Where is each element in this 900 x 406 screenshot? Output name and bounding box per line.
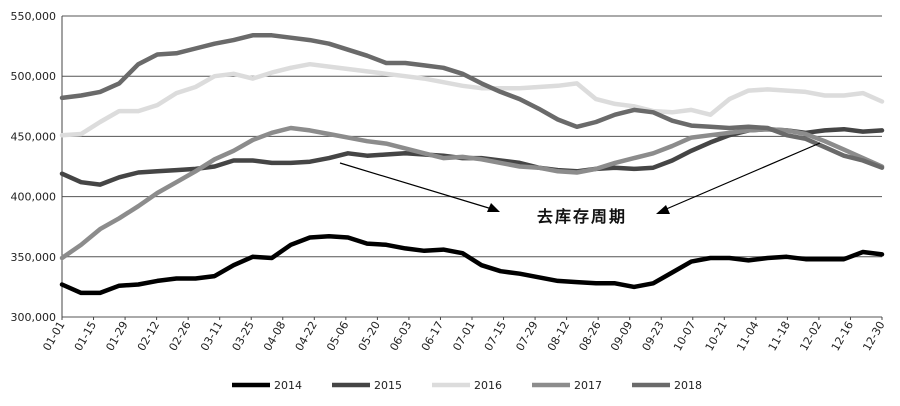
x-tick-label: 08-26 <box>577 319 604 353</box>
x-tick-label: 11-18 <box>766 319 793 353</box>
x-tick-label: 08-12 <box>545 319 572 353</box>
x-tick-label: 01-01 <box>40 319 67 353</box>
x-tick-label: 05-06 <box>324 319 351 353</box>
x-tick-label: 09-23 <box>640 319 667 353</box>
x-tick-label: 04-22 <box>293 319 320 353</box>
legend-label-2017: 2017 <box>574 379 602 392</box>
y-tick-label: 300,000 <box>11 311 57 324</box>
y-tick-label: 350,000 <box>11 251 57 264</box>
x-tick-label: 03-25 <box>230 319 257 353</box>
y-tick-label: 400,000 <box>11 191 57 204</box>
x-tick-label: 12-30 <box>860 319 887 353</box>
x-tick-label: 04-08 <box>261 319 288 353</box>
annotation-label: 去库存周期 <box>537 207 627 226</box>
x-tick-label: 12-02 <box>797 319 824 353</box>
x-tick-label: 07-15 <box>482 319 509 353</box>
series-line-2017 <box>59 125 885 261</box>
legend-label-2014: 2014 <box>274 379 302 392</box>
x-tick-label: 12-16 <box>829 319 856 353</box>
annotation-arrowhead-left <box>487 203 500 212</box>
legend-label-2018: 2018 <box>674 379 702 392</box>
x-tick-label: 09-09 <box>608 319 635 353</box>
legend: 2014 2015 2016 2017 2018 <box>232 379 702 392</box>
x-tick-label: 06-03 <box>387 319 414 353</box>
x-tick-label: 01-29 <box>103 319 130 353</box>
x-tick-label: 10-21 <box>703 319 730 353</box>
annotation-arrow-left <box>339 162 493 210</box>
annotation-arrow-right <box>663 142 821 211</box>
series-lines <box>59 33 885 296</box>
x-tick-label: 07-29 <box>513 319 540 353</box>
gridlines <box>62 15 882 318</box>
annotation-arrowhead-right <box>656 205 670 214</box>
y-tick-label: 450,000 <box>11 130 57 143</box>
x-tick-label: 03-11 <box>198 319 225 353</box>
x-tick-label: 01-15 <box>72 319 99 353</box>
y-tick-label: 550,000 <box>11 10 57 23</box>
x-tick-label: 02-26 <box>167 319 194 353</box>
legend-label-2015: 2015 <box>374 379 402 392</box>
x-tick-label: 07-01 <box>450 319 477 353</box>
legend-label-2016: 2016 <box>474 379 502 392</box>
series-line-2016 <box>59 61 885 138</box>
series-line-2018 <box>59 33 885 170</box>
x-tick-label: 02-12 <box>135 319 162 353</box>
x-tick-label: 11-04 <box>734 319 761 353</box>
y-tick-label: 500,000 <box>11 70 57 83</box>
x-tick-label: 05-20 <box>356 319 383 353</box>
annotation-group: 去库存周期 <box>339 142 821 226</box>
series-line-2014 <box>59 234 885 296</box>
x-tick-label: 10-07 <box>671 319 698 353</box>
x-tick-label: 06-17 <box>419 319 446 353</box>
